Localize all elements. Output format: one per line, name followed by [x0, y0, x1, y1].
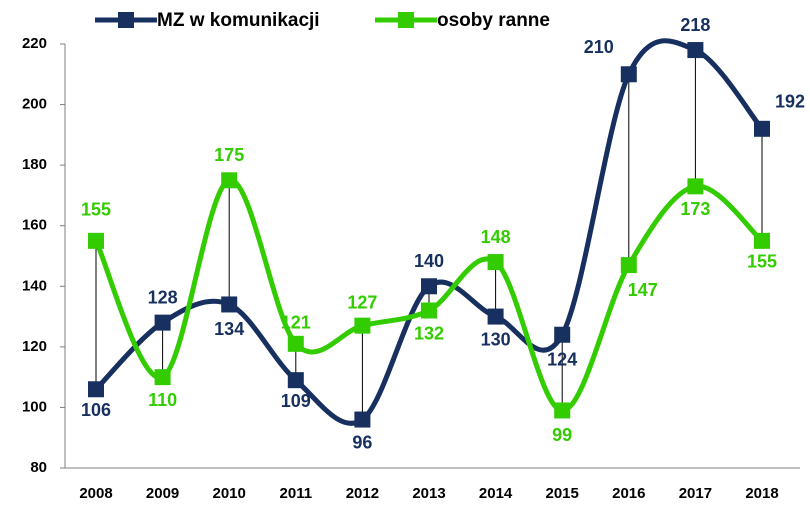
legend-marker	[398, 12, 414, 28]
y-tick-label: 120	[22, 338, 47, 355]
y-tick-label: 180	[22, 156, 47, 173]
y-tick-label: 220	[22, 35, 47, 52]
series-line	[94, 38, 764, 426]
marker	[687, 178, 704, 195]
data-label: 128	[148, 287, 178, 307]
y-tick-label: 80	[30, 459, 47, 476]
legend-label: osoby ranne	[437, 10, 550, 31]
data-label: 132	[414, 323, 444, 343]
marker	[287, 372, 304, 389]
marker	[620, 66, 637, 83]
x-tick-label: 2017	[679, 485, 712, 502]
data-label: 148	[481, 227, 511, 247]
data-label: 147	[628, 280, 658, 300]
data-label: 127	[347, 292, 377, 312]
data-label: 210	[584, 37, 614, 57]
marker	[354, 411, 371, 428]
data-label: 124	[547, 349, 577, 369]
x-tick-label: 2010	[213, 485, 246, 502]
data-label: 96	[352, 432, 372, 452]
data-label: 140	[414, 251, 444, 271]
data-label: 218	[680, 15, 710, 35]
marker	[620, 257, 637, 274]
data-label: 99	[552, 425, 572, 445]
y-tick-label: 140	[22, 277, 47, 294]
data-label: 155	[747, 252, 777, 272]
legend-marker	[118, 12, 134, 28]
data-label: 134	[214, 319, 244, 339]
marker	[88, 381, 104, 398]
marker	[754, 120, 770, 137]
y-tick-label: 160	[22, 217, 47, 234]
data-label: 121	[281, 313, 311, 333]
x-tick-label: 2014	[479, 485, 513, 502]
x-tick-label: 2008	[79, 485, 112, 502]
x-tick-label: 2016	[612, 485, 645, 502]
marker	[154, 369, 171, 386]
marker	[487, 254, 504, 271]
marker	[221, 296, 238, 313]
data-label: 109	[281, 391, 311, 411]
data-label: 175	[214, 145, 244, 165]
marker	[154, 314, 171, 331]
marker	[221, 172, 238, 189]
marker	[554, 402, 571, 419]
marker	[88, 232, 104, 249]
y-tick-label: 200	[22, 96, 47, 113]
x-tick-label: 2009	[146, 485, 179, 502]
marker	[354, 317, 371, 334]
marker	[421, 278, 437, 295]
marker	[421, 302, 437, 319]
x-tick-label: 2011	[280, 485, 313, 502]
y-tick-label: 100	[22, 398, 47, 415]
data-label: 106	[81, 400, 111, 420]
data-label: 173	[680, 199, 710, 219]
x-tick-label: 2012	[346, 485, 379, 502]
marker	[554, 326, 571, 343]
marker	[687, 42, 704, 59]
legend-label: MZ w komunikacji	[157, 10, 320, 31]
data-label: 155	[81, 200, 111, 220]
x-tick-label: 2015	[546, 485, 579, 502]
marker	[287, 335, 304, 352]
x-tick-label: 2018	[745, 485, 778, 502]
marker	[754, 232, 770, 249]
data-label: 192	[775, 92, 805, 112]
data-label: 110	[148, 390, 177, 410]
data-label: 130	[481, 329, 511, 349]
x-tick-label: 2013	[412, 485, 445, 502]
marker	[487, 308, 504, 325]
